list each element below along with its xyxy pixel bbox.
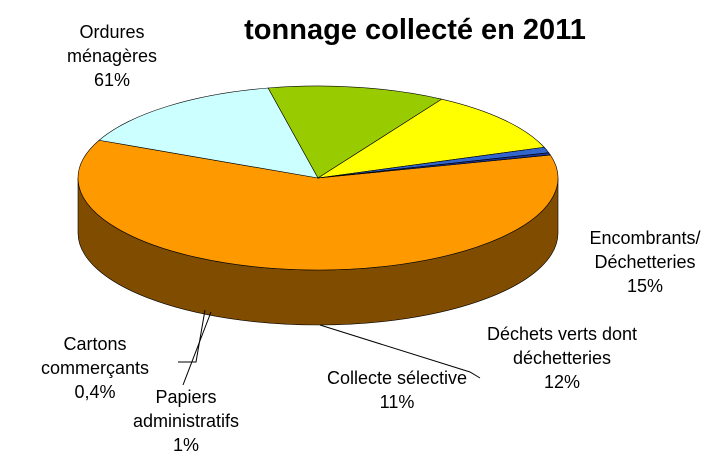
leader-line: [319, 324, 481, 379]
slice-label: Encombrants/ Déchetteries 15%: [589, 226, 700, 298]
slice-label: Ordures ménagères 61%: [67, 20, 157, 92]
slice-label: Collecte sélective 11%: [327, 366, 467, 414]
slice: [317, 98, 545, 179]
category-label: Cartons commerçants: [40, 334, 150, 378]
slice-label: Déchets verts dont déchetteries 12%: [487, 322, 637, 394]
value-label: 61%: [93, 70, 131, 90]
value-label: 0,4%: [74, 382, 116, 402]
slice: [317, 152, 551, 179]
slice: [98, 87, 319, 179]
category-label: Papiers administratifs: [132, 387, 240, 431]
category-label: Encombrants/ Déchetteries: [589, 228, 701, 272]
value-label: 15%: [626, 276, 664, 296]
chart-title: tonnage collecté en 2011: [244, 14, 586, 46]
slice-label: Cartons commerçants 0,4%: [41, 332, 149, 404]
slice-label: Papiers administratifs 1%: [133, 385, 239, 457]
slice: [267, 85, 443, 179]
leader-line: [182, 311, 212, 386]
value-label: 12%: [543, 372, 581, 392]
leader-line: [178, 309, 206, 363]
category-label: Collecte sélective: [326, 368, 468, 388]
category-label: Déchets verts dont déchetteries: [486, 324, 638, 368]
value-label: 1%: [172, 435, 199, 455]
category-label: Ordures ménagères: [66, 22, 158, 66]
value-label: 11%: [379, 392, 415, 412]
slice: [77, 139, 559, 271]
